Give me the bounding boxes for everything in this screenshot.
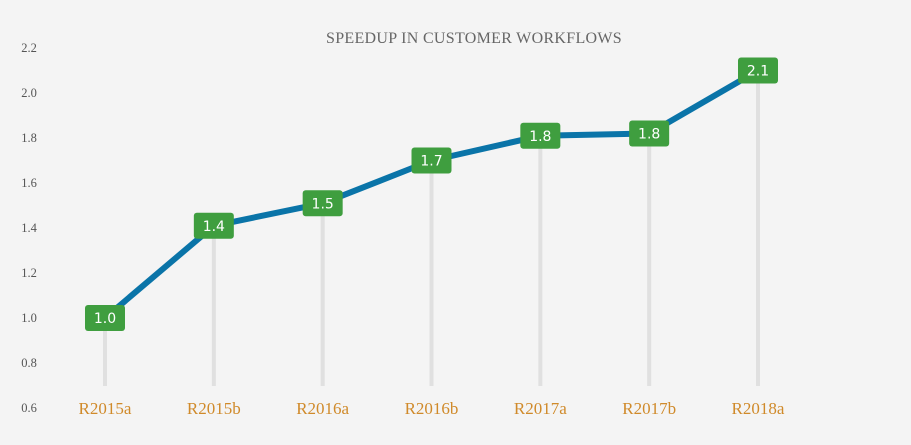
y-tick-label: 0.8 bbox=[21, 356, 37, 370]
data-label-box bbox=[302, 190, 343, 217]
chart-title: SPEEDUP IN CUSTOMER WORKFLOWS bbox=[326, 30, 622, 47]
x-tick-label: R2017b bbox=[622, 399, 676, 418]
data-label-text: 1.4 bbox=[203, 219, 225, 235]
data-label-box bbox=[520, 122, 561, 149]
data-label: 1.7 bbox=[411, 147, 452, 174]
data-label-box bbox=[85, 305, 125, 331]
x-tick-label: R2016a bbox=[296, 399, 349, 418]
y-tick-label: 1.0 bbox=[21, 311, 37, 325]
data-label: 1.8 bbox=[520, 122, 561, 149]
drop-lines bbox=[103, 70, 760, 386]
y-tick-label: 0.6 bbox=[21, 401, 37, 415]
data-labels: 1.0 1.4 1.5 1.7 1.8 1.8 2.1 bbox=[85, 57, 778, 331]
data-label: 1.5 bbox=[302, 190, 343, 217]
data-label-box bbox=[193, 212, 234, 239]
y-tick-label: 1.8 bbox=[21, 131, 37, 145]
y-tick-label: 1.2 bbox=[21, 266, 37, 280]
x-tick-label: R2017a bbox=[514, 399, 567, 418]
data-label: 1.8 bbox=[629, 120, 670, 147]
data-label-text: 1.8 bbox=[529, 129, 551, 145]
data-label: 2.1 bbox=[738, 57, 778, 84]
data-label-text: 1.8 bbox=[638, 127, 660, 143]
data-label: 1.0 bbox=[85, 305, 125, 331]
data-label-text: 1.0 bbox=[94, 311, 116, 327]
x-tick-label: R2018a bbox=[732, 399, 785, 418]
x-axis: R2015a R2015b R2016a R2016b R2017a R2017b R201… bbox=[79, 399, 785, 418]
data-label-box bbox=[411, 147, 452, 174]
y-axis: 0.6 0.8 1.0 1.2 1.4 1.6 1.8 2.0 2.2 bbox=[21, 41, 37, 415]
y-tick-label: 2.0 bbox=[21, 86, 37, 100]
y-tick-label: 1.6 bbox=[21, 176, 37, 190]
y-tick-label: 2.2 bbox=[21, 41, 37, 55]
y-tick-label: 1.4 bbox=[21, 221, 37, 235]
x-tick-label: R2016b bbox=[405, 399, 459, 418]
data-label-box bbox=[738, 57, 778, 84]
data-label-text: 1.5 bbox=[312, 196, 334, 212]
x-tick-label: R2015a bbox=[79, 399, 132, 418]
x-tick-label: R2015b bbox=[187, 399, 241, 418]
data-label-text: 1.7 bbox=[420, 154, 442, 170]
data-label: 1.4 bbox=[193, 212, 234, 239]
data-label-text: 2.1 bbox=[747, 64, 769, 80]
data-label-box bbox=[629, 120, 670, 147]
